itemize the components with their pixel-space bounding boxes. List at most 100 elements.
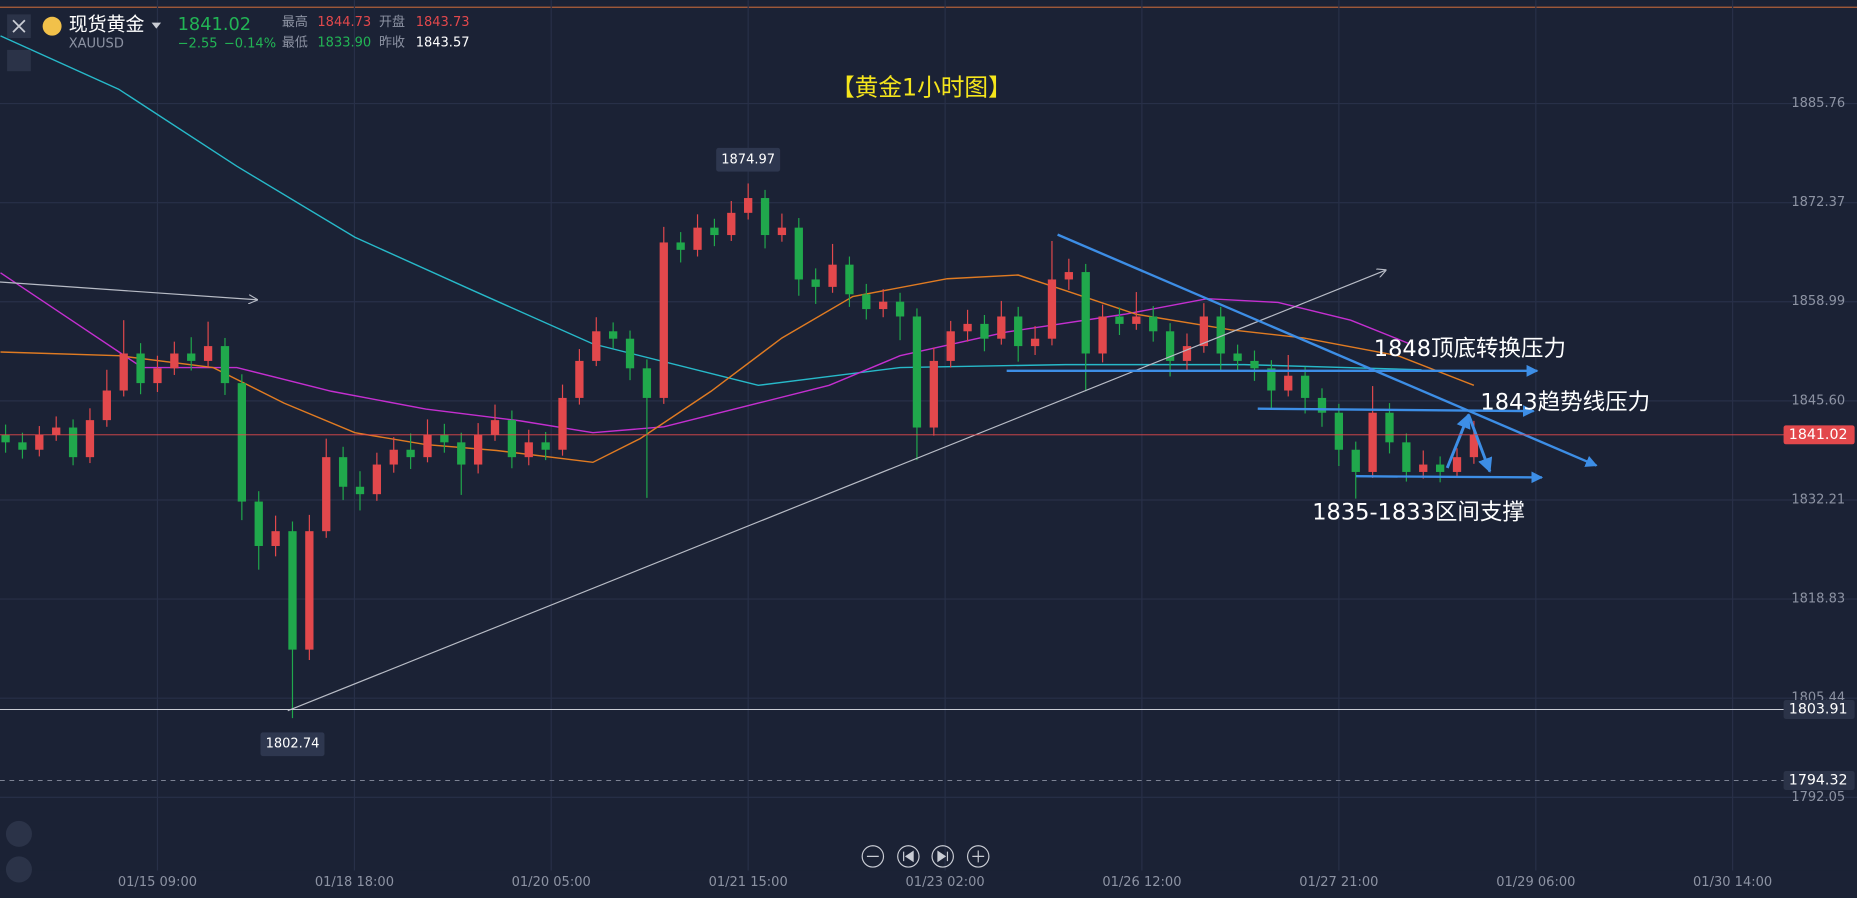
indicator-button[interactable] xyxy=(5,820,32,847)
x-tick-label: 01/20 05:00 xyxy=(512,875,591,890)
candle-body xyxy=(1199,316,1208,347)
candle-body xyxy=(1267,368,1276,391)
candle-body xyxy=(440,434,449,443)
candle-body xyxy=(507,420,517,458)
candle-body xyxy=(170,353,179,369)
candle-body xyxy=(473,434,483,465)
candle-body xyxy=(322,457,331,532)
symbol: XAUUSD xyxy=(69,36,124,51)
trend-line xyxy=(287,270,1386,712)
candle-body xyxy=(1182,346,1192,361)
candle-body xyxy=(220,346,230,384)
candle-body xyxy=(642,368,652,398)
candle-body xyxy=(153,368,162,384)
candle-body xyxy=(794,227,803,280)
annotation: 1835-1833区间支撑 xyxy=(1312,499,1525,525)
candle-body xyxy=(1030,338,1040,347)
candle-body xyxy=(1081,272,1090,354)
x-tick-label: 01/23 02:00 xyxy=(906,875,985,890)
price-tag xyxy=(1783,700,1855,719)
x-tick-label: 01/15 09:00 xyxy=(118,875,197,890)
support-line xyxy=(1356,471,1544,484)
candle-body xyxy=(271,531,280,546)
candle-body xyxy=(862,294,871,310)
candle-body xyxy=(558,397,567,450)
go-start[interactable] xyxy=(897,845,920,868)
candle-body xyxy=(389,449,398,465)
instrument-name: 现货黄金 xyxy=(69,14,145,36)
candle-body xyxy=(625,338,635,369)
candle-body xyxy=(845,264,854,295)
zoom-in[interactable] xyxy=(966,845,990,868)
candle-body xyxy=(811,279,820,287)
x-tick-label: 01/26 12:00 xyxy=(1102,875,1181,890)
candle-body xyxy=(1014,316,1023,347)
candle-body xyxy=(997,316,1006,339)
candle-body xyxy=(777,227,787,236)
candle-body xyxy=(305,531,314,650)
change: −2.55 xyxy=(178,36,218,51)
candle-body xyxy=(1300,375,1310,398)
dropdown[interactable] xyxy=(151,22,162,29)
candle-body xyxy=(1047,279,1057,339)
candle-body xyxy=(1469,434,1479,458)
x-axis-strip xyxy=(0,870,1857,898)
go-end[interactable] xyxy=(931,845,954,868)
candle-body xyxy=(102,390,111,421)
candle-body xyxy=(423,434,432,458)
candle-body xyxy=(406,449,415,458)
extreme-tag xyxy=(716,147,781,172)
y-tick-label: 1845.60 xyxy=(1791,393,1845,408)
y-tick-label: 1872.37 xyxy=(1791,195,1845,210)
resistance-line xyxy=(1057,233,1598,467)
candle-body xyxy=(710,227,719,236)
candle-body xyxy=(879,301,888,310)
candle-body xyxy=(85,420,95,458)
candle-body xyxy=(1351,449,1360,472)
candle-body xyxy=(1233,353,1242,361)
x-tick-label: 01/18 18:00 xyxy=(315,875,394,890)
candle-body xyxy=(1149,316,1158,332)
candle-body xyxy=(1115,316,1124,324)
candle-body xyxy=(659,242,668,398)
controls xyxy=(5,820,990,883)
trend-line xyxy=(0,281,257,300)
candle-body xyxy=(592,331,601,361)
zoom-out[interactable] xyxy=(861,845,885,868)
tool-button[interactable] xyxy=(7,49,31,72)
stat-label: 开盘 xyxy=(379,14,405,30)
candle-body xyxy=(1165,331,1175,361)
candle-body xyxy=(912,316,922,428)
candle-body xyxy=(1284,375,1293,391)
candle-body xyxy=(338,457,348,487)
annotation: 1848顶底转换压力 xyxy=(1374,336,1566,362)
y-tick-label: 1792.05 xyxy=(1791,790,1845,805)
candle-body xyxy=(355,486,365,495)
candle-body xyxy=(744,198,753,213)
candle-body xyxy=(1064,272,1073,280)
candle-body xyxy=(203,346,213,361)
candle-body xyxy=(575,360,584,398)
candle-body xyxy=(1098,316,1107,354)
x-tick-label: 01/27 21:00 xyxy=(1299,875,1378,890)
candle-body xyxy=(68,427,78,458)
candle-body xyxy=(1452,457,1462,472)
draw-button[interactable] xyxy=(5,856,32,883)
candle-body xyxy=(676,242,685,250)
close-icon xyxy=(12,19,26,33)
price-tag xyxy=(1783,425,1855,445)
extreme-tag xyxy=(260,732,325,757)
change-pct: −0.14% xyxy=(224,36,276,51)
candle-body xyxy=(187,353,196,361)
stat-value: 1844.73 xyxy=(317,15,371,30)
price-tag-label: 1803.91 xyxy=(1789,702,1848,718)
x-tick-label: 01/30 14:00 xyxy=(1693,875,1772,890)
price: 1841.02 xyxy=(178,15,251,35)
candle-body xyxy=(237,383,246,502)
x-tick-label: 01/29 06:00 xyxy=(1496,875,1575,890)
candle-body xyxy=(52,427,61,435)
candle-body xyxy=(524,442,533,458)
candle-body xyxy=(1317,397,1327,413)
